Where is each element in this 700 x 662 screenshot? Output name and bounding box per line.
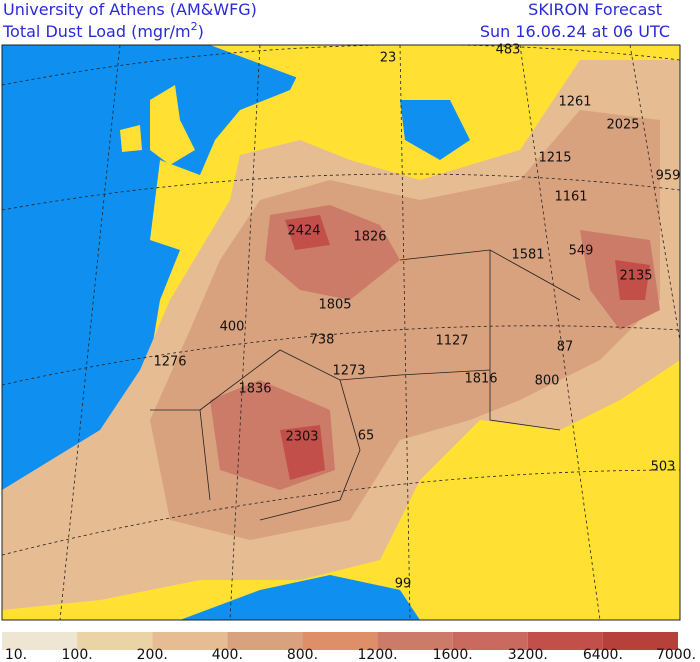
map-label: 1826 — [353, 230, 386, 245]
legend-swatch — [152, 632, 228, 650]
map-label: 65 — [358, 429, 375, 444]
graticule — [2, 45, 680, 620]
legend-label: 7000. — [656, 647, 696, 662]
map-label: 1276 — [153, 355, 186, 370]
map-labels: 483 23 1261 2025 1215 959 1161 2424 1826 1581 549 2… — [153, 43, 680, 592]
map-label: 1261 — [558, 95, 591, 110]
black-sea — [400, 100, 470, 160]
map-label: 1127 — [435, 334, 468, 349]
map-label: 1816 — [464, 372, 497, 387]
quantity-close: ) — [198, 22, 204, 41]
map-label: 503 — [651, 460, 676, 475]
map-label: 87 — [557, 340, 574, 355]
map-label: 23 — [380, 51, 397, 66]
institution: University of Athens (AM&WFG) — [3, 0, 257, 19]
legend-label: 6400. — [583, 647, 623, 662]
legend-label: 3200. — [508, 647, 548, 662]
map-label: 738 — [310, 333, 335, 348]
map-label: 2424 — [287, 224, 320, 239]
legend-swatch — [227, 632, 303, 650]
map-label: 1215 — [538, 151, 571, 166]
legend-label: 800. — [287, 647, 318, 662]
legend-swatch — [602, 632, 678, 650]
quantity-text: Total Dust Load (mgr/m — [2, 22, 191, 41]
legend-swatch — [77, 632, 153, 650]
valid-time: Sun 16.06.24 at 06 UTC — [480, 22, 670, 41]
map — [1, 44, 681, 621]
map-label: 2025 — [606, 118, 639, 133]
map-label: 800 — [535, 374, 560, 389]
product: SKIRON Forecast — [528, 0, 662, 19]
borders — [150, 249, 581, 521]
map-frame — [1, 44, 681, 621]
legend-swatch — [302, 632, 378, 650]
legend-label: 400. — [212, 647, 243, 662]
land-ireland — [120, 125, 142, 152]
legend: 10. 100. 200. 400. 800. 1200. 1600. 3200. 6400. 7… — [2, 632, 696, 662]
map-label: 959 — [656, 169, 681, 184]
quantity: Total Dust Load (mgr/m2) — [2, 20, 204, 41]
dust-core — [210, 205, 660, 490]
quantity-sup: 2 — [191, 20, 198, 33]
legend-swatch — [527, 632, 603, 650]
map-label: 1805 — [318, 298, 351, 313]
map-label: 2303 — [285, 430, 318, 445]
map-label: 1581 — [511, 248, 544, 263]
map-label: 1836 — [238, 382, 271, 397]
land-britain — [150, 85, 195, 165]
legend-swatch — [377, 632, 453, 650]
legend-label: 100. — [62, 647, 93, 662]
map-label: 1161 — [554, 190, 587, 205]
legend-swatch — [2, 632, 78, 650]
dust-peak — [280, 215, 650, 480]
map-label: 1273 — [332, 364, 365, 379]
legend-swatch — [452, 632, 528, 650]
legend-label: 1600. — [433, 647, 473, 662]
legend-label: 1200. — [358, 647, 398, 662]
map-label: 400 — [220, 320, 245, 335]
map-label: 549 — [569, 244, 594, 259]
legend-label: 200. — [137, 647, 168, 662]
map-label: 483 — [496, 43, 521, 58]
map-label: 99 — [395, 577, 412, 592]
map-label: 2135 — [619, 269, 652, 284]
legend-label: 10. — [5, 647, 27, 662]
